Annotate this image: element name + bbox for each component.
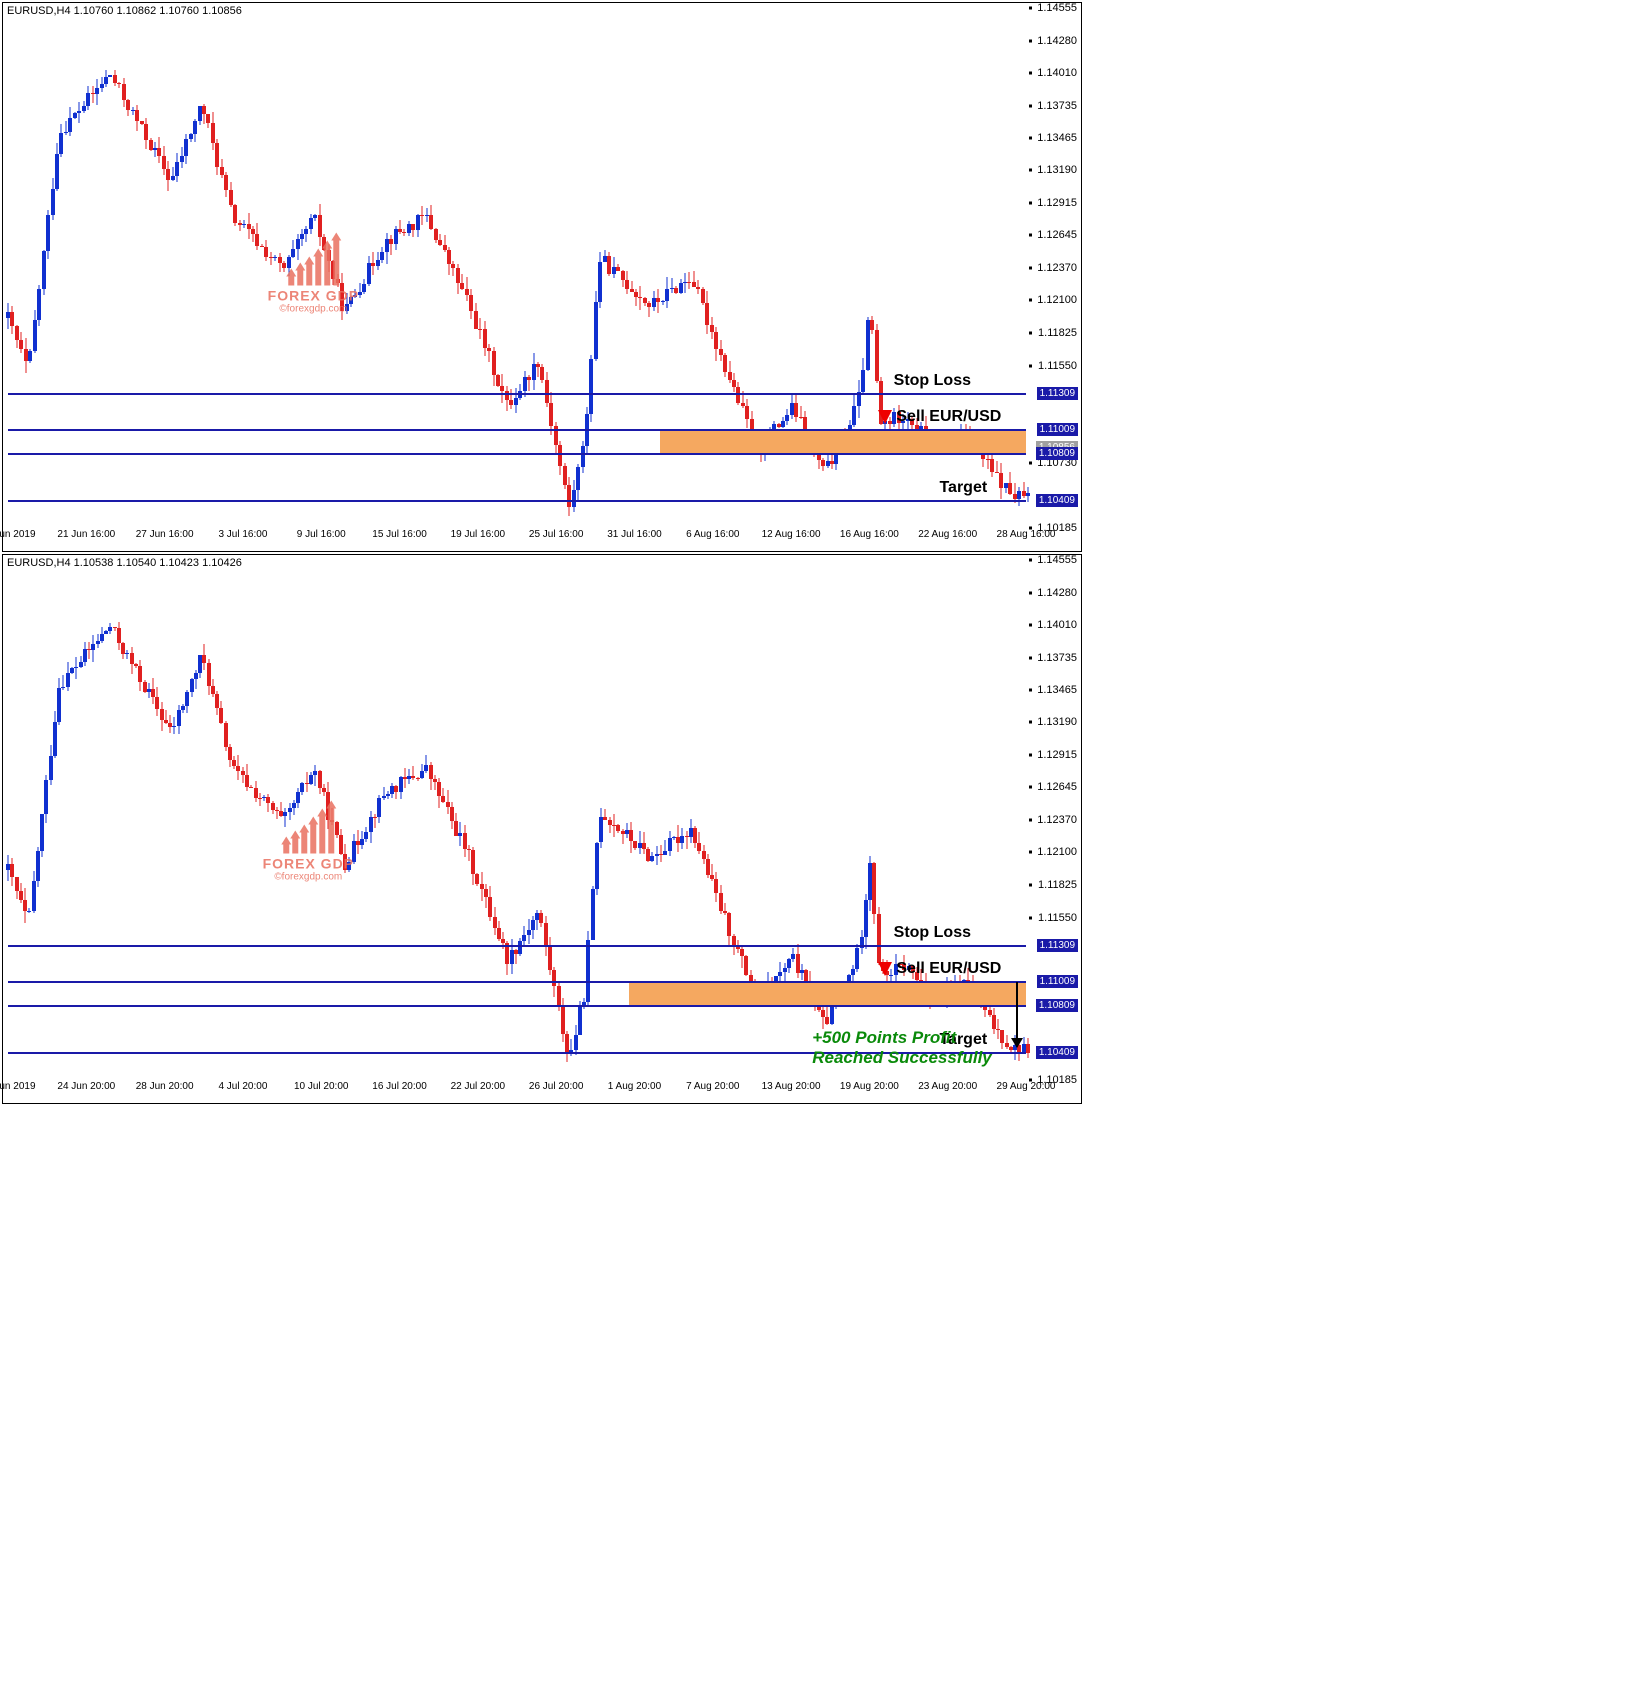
y-tick: 1.14555 bbox=[1037, 554, 1077, 566]
y-tick: 1.13735 bbox=[1037, 652, 1077, 664]
x-tick: 23 Aug 20:00 bbox=[918, 1081, 977, 1092]
y-tick: 1.12915 bbox=[1037, 749, 1077, 761]
y-tick: 1.12100 bbox=[1037, 294, 1077, 306]
y-tick: 1.12370 bbox=[1037, 814, 1077, 826]
y-tick: 1.14010 bbox=[1037, 67, 1077, 79]
level-line bbox=[8, 1005, 1026, 1007]
x-tick: 10 Jul 20:00 bbox=[294, 1081, 349, 1092]
y-tick: 1.14010 bbox=[1037, 619, 1077, 631]
y-tick: 1.12915 bbox=[1037, 197, 1077, 209]
plot-area: FOREX GDP©forexgdp.com1.11309Stop Loss1.… bbox=[8, 560, 1026, 1078]
y-tick: 1.12100 bbox=[1037, 846, 1077, 858]
signal-zone bbox=[660, 430, 1026, 454]
x-tick: 19 Jul 16:00 bbox=[451, 529, 506, 540]
x-axis: 17 Jun 201921 Jun 16:0027 Jun 16:003 Jul… bbox=[8, 529, 1026, 549]
plot-area: FOREX GDP©forexgdp.com1.11309Stop Loss1.… bbox=[8, 8, 1026, 526]
x-tick: 17 Jun 2019 bbox=[0, 529, 36, 540]
x-tick: 22 Aug 16:00 bbox=[918, 529, 977, 540]
x-tick: 13 Aug 20:00 bbox=[762, 1081, 821, 1092]
x-tick: 1 Aug 20:00 bbox=[608, 1081, 661, 1092]
price-box: 1.11309 bbox=[1037, 387, 1078, 400]
price-box: 1.10409 bbox=[1036, 494, 1078, 507]
profit-arrow-icon bbox=[1016, 982, 1018, 1047]
y-tick: 1.12370 bbox=[1037, 262, 1077, 274]
level-line bbox=[8, 429, 1026, 431]
x-tick: 19 Aug 20:00 bbox=[840, 1081, 899, 1092]
x-tick: 31 Jul 16:00 bbox=[607, 529, 662, 540]
x-tick: 16 Aug 16:00 bbox=[840, 529, 899, 540]
level-line bbox=[8, 393, 1026, 395]
level-label: Sell EUR/USD bbox=[878, 960, 1001, 978]
level-line bbox=[8, 500, 1026, 502]
y-tick: 1.13190 bbox=[1037, 716, 1077, 728]
x-tick: 15 Jul 16:00 bbox=[372, 529, 427, 540]
x-tick: 18 Jun 2019 bbox=[0, 1081, 36, 1092]
level-label: Stop Loss bbox=[894, 372, 971, 390]
watermark: FOREX GDP©forexgdp.com bbox=[263, 807, 354, 882]
signal-zone bbox=[629, 982, 1026, 1006]
sell-arrow-icon bbox=[878, 962, 892, 976]
x-tick: 22 Jul 20:00 bbox=[451, 1081, 506, 1092]
candlestick-chart: EURUSD,H4 1.10538 1.10540 1.10423 1.1042… bbox=[2, 554, 1082, 1104]
y-tick: 1.13465 bbox=[1037, 132, 1077, 144]
x-tick: 28 Aug 16:00 bbox=[997, 529, 1056, 540]
price-box: 1.10809 bbox=[1036, 447, 1078, 460]
y-tick: 1.11825 bbox=[1038, 879, 1077, 891]
x-tick: 4 Jul 20:00 bbox=[218, 1081, 267, 1092]
level-label: Stop Loss bbox=[894, 924, 971, 942]
profit-label: +500 Points ProfitReached Successfully bbox=[812, 1028, 992, 1067]
y-tick: 1.14280 bbox=[1037, 35, 1077, 47]
y-tick: 1.14555 bbox=[1037, 2, 1077, 14]
x-axis: 18 Jun 201924 Jun 20:0028 Jun 20:004 Jul… bbox=[8, 1081, 1026, 1101]
level-label: Target bbox=[939, 479, 987, 497]
x-tick: 29 Aug 20:00 bbox=[997, 1081, 1056, 1092]
x-tick: 9 Jul 16:00 bbox=[297, 529, 346, 540]
y-tick: 1.11825 bbox=[1038, 327, 1077, 339]
x-tick: 27 Jun 16:00 bbox=[136, 529, 194, 540]
x-tick: 21 Jun 16:00 bbox=[57, 529, 115, 540]
y-tick: 1.11550 bbox=[1038, 360, 1077, 372]
x-tick: 7 Aug 20:00 bbox=[686, 1081, 739, 1092]
y-tick: 1.13465 bbox=[1037, 684, 1077, 696]
price-box: 1.10409 bbox=[1036, 1046, 1078, 1059]
price-box: 1.10809 bbox=[1036, 999, 1078, 1012]
x-tick: 25 Jul 16:00 bbox=[529, 529, 584, 540]
x-tick: 26 Jul 20:00 bbox=[529, 1081, 584, 1092]
y-tick: 1.14280 bbox=[1037, 587, 1077, 599]
candlestick-chart: EURUSD,H4 1.10760 1.10862 1.10760 1.1085… bbox=[2, 2, 1082, 552]
x-tick: 28 Jun 20:00 bbox=[136, 1081, 194, 1092]
level-label: Sell EUR/USD bbox=[878, 408, 1001, 426]
x-tick: 24 Jun 20:00 bbox=[57, 1081, 115, 1092]
y-tick: 1.11550 bbox=[1038, 912, 1077, 924]
x-tick: 3 Jul 16:00 bbox=[218, 529, 267, 540]
chart-title: EURUSD,H4 1.10760 1.10862 1.10760 1.1085… bbox=[7, 5, 242, 17]
sell-arrow-icon bbox=[878, 410, 892, 424]
chart-title: EURUSD,H4 1.10538 1.10540 1.10423 1.1042… bbox=[7, 557, 242, 569]
price-box: 1.11009 bbox=[1037, 975, 1078, 988]
x-tick: 6 Aug 16:00 bbox=[686, 529, 739, 540]
y-tick: 1.13190 bbox=[1037, 164, 1077, 176]
watermark: FOREX GDP©forexgdp.com bbox=[268, 240, 359, 315]
price-box: 1.11309 bbox=[1037, 939, 1078, 952]
price-box: 1.11009 bbox=[1037, 423, 1078, 436]
y-tick: 1.12645 bbox=[1037, 781, 1077, 793]
x-tick: 16 Jul 20:00 bbox=[372, 1081, 427, 1092]
level-line bbox=[8, 453, 1026, 455]
level-line bbox=[8, 981, 1026, 983]
level-line bbox=[8, 945, 1026, 947]
y-tick: 1.13735 bbox=[1037, 100, 1077, 112]
x-tick: 12 Aug 16:00 bbox=[762, 529, 821, 540]
y-tick: 1.12645 bbox=[1037, 229, 1077, 241]
